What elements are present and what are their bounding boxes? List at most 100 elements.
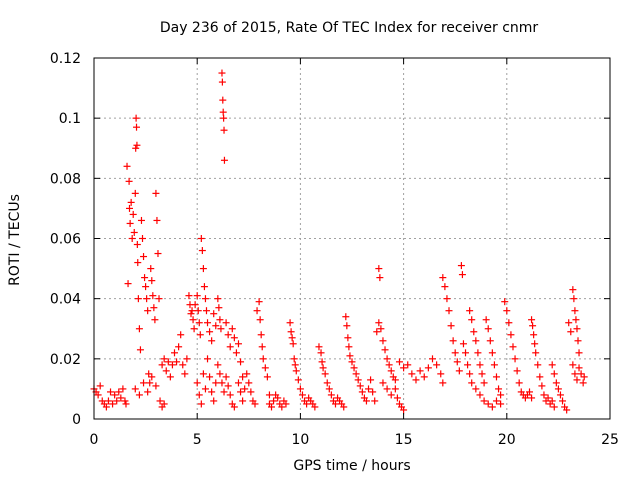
data-point: [154, 250, 162, 258]
data-point: [528, 394, 536, 402]
data-point: [468, 379, 476, 387]
data-point: [132, 114, 140, 122]
data-point: [168, 361, 176, 369]
data-point: [569, 286, 577, 294]
data-point: [226, 391, 234, 399]
data-point: [318, 358, 326, 366]
data-point: [109, 400, 117, 408]
data-point: [215, 304, 223, 312]
data-point: [503, 307, 511, 315]
data-point: [208, 388, 216, 396]
data-point: [148, 373, 156, 381]
data-point: [571, 370, 579, 378]
y-tick-label: 0.06: [50, 232, 81, 248]
data-point: [345, 343, 353, 351]
data-point: [515, 379, 523, 387]
data-point: [289, 340, 297, 348]
data-point: [439, 379, 447, 387]
grid-lines: [94, 58, 610, 419]
data-point: [185, 292, 193, 300]
data-point: [137, 216, 145, 224]
data-point: [457, 262, 465, 270]
data-point: [470, 328, 478, 336]
data-point: [224, 331, 232, 339]
data-point: [466, 307, 474, 315]
data-point: [478, 370, 486, 378]
data-point: [400, 364, 408, 372]
data-point: [571, 307, 579, 315]
data-point: [259, 355, 267, 363]
data-point: [319, 364, 327, 372]
data-point: [472, 385, 480, 393]
data-point: [528, 316, 536, 324]
data-point: [437, 370, 445, 378]
data-point: [550, 403, 558, 411]
data-point: [580, 373, 588, 381]
data-point: [536, 373, 544, 381]
data-point: [492, 373, 500, 381]
data-point: [228, 325, 236, 333]
data-point: [573, 376, 581, 384]
data-point: [569, 361, 577, 369]
data-point: [352, 370, 360, 378]
data-point: [152, 382, 160, 390]
data-point: [134, 259, 142, 267]
data-point: [121, 397, 129, 405]
data-point: [575, 349, 583, 357]
data-point: [131, 385, 139, 393]
data-point: [381, 346, 389, 354]
data-point: [150, 304, 158, 312]
data-point: [104, 397, 112, 405]
data-point: [451, 349, 459, 357]
data-point: [210, 397, 218, 405]
data-point: [123, 162, 131, 170]
data-point: [509, 343, 517, 351]
data-point: [391, 385, 399, 393]
data-point: [574, 337, 582, 345]
data-point: [441, 283, 449, 291]
data-point: [383, 355, 391, 363]
data-point: [365, 385, 373, 393]
data-point: [466, 370, 474, 378]
data-point: [133, 141, 141, 149]
data-point: [559, 397, 567, 405]
data-point: [218, 78, 226, 86]
data-point: [449, 337, 457, 345]
data-point: [486, 337, 494, 345]
data-point: [459, 340, 467, 348]
data-point: [488, 403, 496, 411]
data-point: [383, 385, 391, 393]
data-point: [484, 325, 492, 333]
data-point: [164, 358, 172, 366]
y-tick-label: 0.08: [50, 171, 81, 187]
data-point: [375, 265, 383, 273]
data-point: [424, 364, 432, 372]
data-point: [497, 400, 505, 408]
data-point: [540, 391, 548, 399]
data-point: [195, 319, 203, 327]
data-point: [286, 319, 294, 327]
data-point: [201, 385, 209, 393]
data-point: [256, 316, 264, 324]
data-point: [387, 367, 395, 375]
data-point: [239, 397, 247, 405]
data-point: [565, 319, 573, 327]
data-point: [548, 397, 556, 405]
data-point: [204, 319, 212, 327]
data-point: [548, 361, 556, 369]
data-point: [480, 379, 488, 387]
data-point: [125, 177, 133, 185]
data-point: [218, 379, 226, 387]
data-point: [208, 337, 216, 345]
data-point: [263, 373, 271, 381]
data-point: [327, 391, 335, 399]
data-point: [342, 313, 350, 321]
data-point: [142, 283, 150, 291]
data-point: [375, 319, 383, 327]
data-point: [239, 373, 247, 381]
data-point: [189, 316, 197, 324]
data-point: [513, 367, 521, 375]
data-point: [270, 397, 278, 405]
data-point: [147, 265, 155, 273]
data-point: [139, 235, 147, 242]
